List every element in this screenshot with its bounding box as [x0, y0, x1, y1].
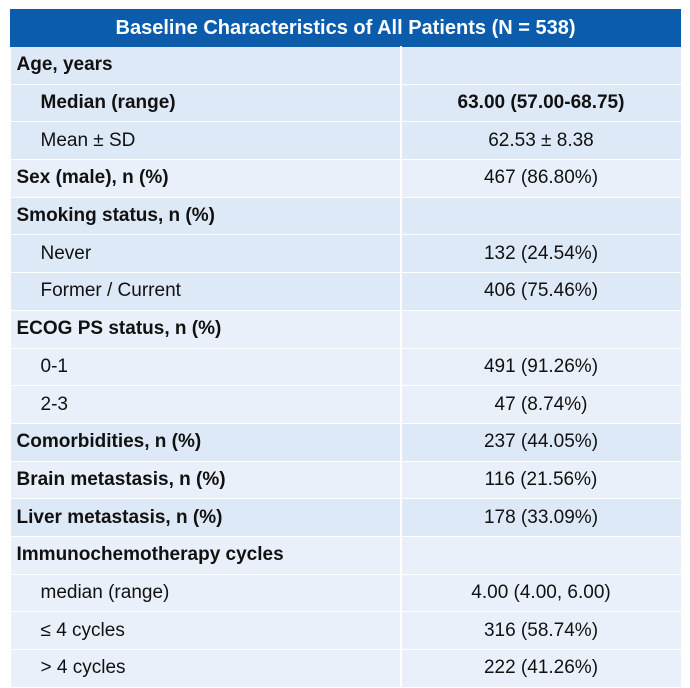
- table-row: Brain metastasis, n (%) 116 (21.56%): [10, 461, 681, 500]
- baseline-table-container: Baseline Characteristics of All Patients…: [10, 9, 681, 688]
- row-value: 491 (91.26%): [399, 348, 681, 387]
- table-row: 2-3 47 (8.74%): [10, 385, 681, 424]
- row-value: 467 (86.80%): [399, 159, 681, 198]
- row-label: Age, years: [10, 46, 401, 85]
- row-label: Liver metastasis, n (%): [10, 498, 401, 537]
- table-row: ≤ 4 cycles 316 (58.74%): [10, 611, 681, 650]
- row-value: 47 (8.74%): [399, 385, 681, 424]
- table-row: Never 132 (24.54%): [10, 234, 681, 274]
- row-label: ECOG PS status, n (%): [10, 310, 401, 349]
- row-label: Comorbidities, n (%): [10, 423, 401, 462]
- row-label: Immunochemotherapy cycles: [10, 536, 401, 575]
- table-row: Mean ± SD 62.53 ± 8.38: [10, 121, 681, 161]
- row-label: > 4 cycles: [10, 649, 401, 688]
- row-value: [399, 197, 681, 236]
- row-value: 116 (21.56%): [399, 461, 681, 500]
- table-row: > 4 cycles 222 (41.26%): [10, 649, 681, 688]
- table-row: Liver metastasis, n (%) 178 (33.09%): [10, 498, 681, 537]
- row-value: [399, 310, 681, 349]
- row-value: [399, 536, 681, 575]
- row-label: Former / Current: [10, 272, 401, 311]
- row-label: Brain metastasis, n (%): [10, 461, 401, 500]
- row-value: 132 (24.54%): [399, 234, 681, 274]
- table-row: Age, years: [10, 46, 681, 85]
- table-row: Smoking status, n (%): [10, 197, 681, 236]
- row-label: Smoking status, n (%): [10, 197, 401, 236]
- table-row: median (range) 4.00 (4.00, 6.00): [10, 574, 681, 613]
- row-label: Median (range): [10, 84, 401, 123]
- table-row: Comorbidities, n (%) 237 (44.05%): [10, 423, 681, 462]
- row-label: median (range): [10, 574, 401, 613]
- row-label: Never: [10, 234, 401, 274]
- row-label: 0-1: [10, 348, 401, 387]
- baseline-characteristics-table: Baseline Characteristics of All Patients…: [10, 9, 681, 688]
- row-label: ≤ 4 cycles: [10, 611, 401, 650]
- table-row: 0-1 491 (91.26%): [10, 348, 681, 387]
- table-body: Age, years Median (range) 63.00 (57.00-68.…: [10, 46, 681, 688]
- row-label: 2-3: [10, 385, 401, 424]
- row-value: [399, 46, 681, 85]
- row-value: 316 (58.74%): [399, 611, 681, 650]
- row-label: Sex (male), n (%): [10, 159, 401, 198]
- row-value: 63.00 (57.00-68.75): [399, 84, 681, 123]
- row-label: Mean ± SD: [10, 121, 401, 161]
- row-value: 178 (33.09%): [399, 498, 681, 537]
- row-value: 4.00 (4.00, 6.00): [399, 574, 681, 613]
- table-row: Median (range) 63.00 (57.00-68.75): [10, 84, 681, 123]
- table-title: Baseline Characteristics of All Patients…: [10, 9, 681, 47]
- table-row: Immunochemotherapy cycles: [10, 536, 681, 575]
- table-row: Sex (male), n (%) 467 (86.80%): [10, 159, 681, 198]
- row-value: 222 (41.26%): [399, 649, 681, 688]
- row-value: 62.53 ± 8.38: [399, 121, 681, 161]
- row-value: 406 (75.46%): [399, 272, 681, 311]
- table-title-row: Baseline Characteristics of All Patients…: [10, 9, 681, 47]
- row-value: 237 (44.05%): [399, 423, 681, 462]
- table-row: ECOG PS status, n (%): [10, 310, 681, 349]
- table-row: Former / Current 406 (75.46%): [10, 272, 681, 311]
